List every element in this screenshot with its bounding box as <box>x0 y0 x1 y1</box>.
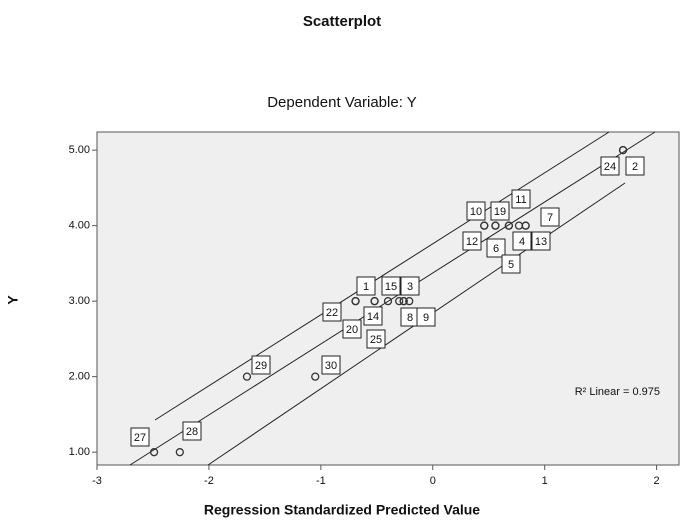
r2-annotation: R² Linear = 0.975 <box>575 386 660 398</box>
point-label: 11 <box>515 194 526 206</box>
point-label: 3 <box>407 281 413 293</box>
y-tick-label: 5.00 <box>69 144 90 156</box>
plot-area <box>97 132 679 465</box>
point-label: 4 <box>519 236 525 248</box>
point-label: 10 <box>470 206 482 218</box>
x-axis-label: Regression Standardized Predicted Value <box>204 502 480 518</box>
point-label: 14 <box>367 311 379 323</box>
point-label: 2 <box>632 161 638 173</box>
point-label: 12 <box>466 236 478 248</box>
y-tick-label: 4.00 <box>69 220 90 232</box>
point-label: 5 <box>508 259 514 271</box>
point-label: 22 <box>326 307 338 319</box>
point-label: 19 <box>494 206 506 218</box>
point-label: 15 <box>385 281 397 293</box>
y-tick-label: 2.00 <box>69 371 90 383</box>
chart-title: Scatterplot <box>303 13 381 30</box>
chart: Scatterplot Dependent Variable: Y Regres… <box>0 0 680 520</box>
y-tick-label: 1.00 <box>69 446 90 458</box>
point-label: 9 <box>423 312 429 324</box>
point-label: 28 <box>186 426 198 438</box>
point-label: 20 <box>346 324 358 336</box>
point-label: 13 <box>535 236 547 248</box>
point-label: 8 <box>407 312 413 324</box>
x-tick-label: -2 <box>204 475 214 487</box>
x-tick-label: 1 <box>542 475 548 487</box>
point-label: 6 <box>493 243 499 255</box>
point-label: 25 <box>370 334 382 346</box>
point-label: 7 <box>547 212 553 224</box>
x-tick-label: -1 <box>316 475 326 487</box>
chart-subtitle: Dependent Variable: Y <box>267 94 417 111</box>
x-tick-label: 0 <box>430 475 436 487</box>
x-tick-label: 2 <box>654 475 660 487</box>
point-label: 30 <box>325 360 337 372</box>
x-tick-label: -3 <box>92 475 102 487</box>
y-axis-label: Y <box>5 295 21 305</box>
point-label: 1 <box>363 281 369 293</box>
point-label: 29 <box>255 360 267 372</box>
point-label: 24 <box>604 161 616 173</box>
y-tick-label: 3.00 <box>69 295 90 307</box>
point-label: 27 <box>134 432 146 444</box>
